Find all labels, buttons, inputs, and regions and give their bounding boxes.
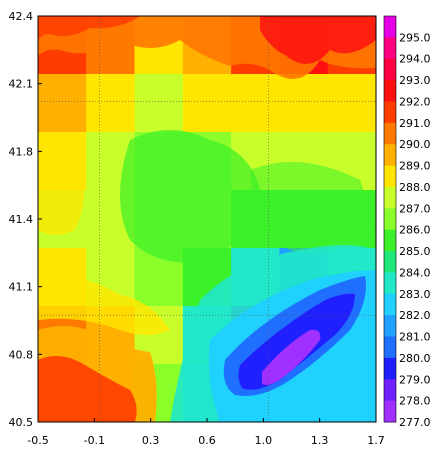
colorbar-swatch <box>384 336 396 359</box>
x-tick-label: -0.1 <box>84 434 105 447</box>
heatmap-cell <box>231 74 280 133</box>
y-tick-label: 40.5 <box>9 416 34 429</box>
colorbar-swatch <box>384 58 396 81</box>
y-tick-label: 42.4 <box>9 10 34 23</box>
heatmap-regions <box>38 16 376 422</box>
colorbar-label: 283.0 <box>399 288 431 301</box>
colorbar-swatch <box>384 251 396 273</box>
region-southwest-red <box>38 356 137 422</box>
colorbar-swatch <box>384 357 396 380</box>
colorbar-label: 282.0 <box>399 309 431 322</box>
y-tick-label: 41.1 <box>9 281 34 294</box>
colorbar-label: 279.0 <box>399 373 431 386</box>
colorbar-label: 288.0 <box>399 181 431 194</box>
colorbar-frame <box>383 15 397 423</box>
colorbar-label: 293.0 <box>399 74 431 87</box>
heatmap-cell <box>279 74 329 133</box>
colorbar-label: 280.0 <box>399 352 431 365</box>
gridlines <box>38 16 376 422</box>
heatmap-cell <box>134 74 184 133</box>
heatmap-cell <box>86 74 136 133</box>
colorbar-swatch <box>384 293 396 316</box>
colorbar-label: 277.0 <box>399 416 431 429</box>
colorbar-swatch <box>384 144 396 167</box>
colorbar-label: 294.0 <box>399 53 431 66</box>
heatmap-cell <box>38 74 87 133</box>
x-tick-label: -0.5 <box>27 434 48 447</box>
x-tick-label: 0.3 <box>142 434 160 447</box>
colorbar-swatch <box>384 80 396 102</box>
colorbar-swatch <box>384 379 396 402</box>
y-axis-ticks: 42.4 42.1 41.8 41.4 41.1 40.8 40.5 <box>9 10 42 429</box>
colorbar-label: 281.0 <box>399 331 431 344</box>
region-top-red <box>260 16 376 64</box>
x-tick-label: 1.3 <box>311 434 329 447</box>
colorbar-swatch <box>384 272 396 295</box>
region-right-green <box>250 162 376 253</box>
colorbar-swatch <box>384 37 396 60</box>
heatmap-cell <box>182 74 232 133</box>
x-tick-label: 1.7 <box>367 434 385 447</box>
colorbar-swatch <box>384 208 396 231</box>
colorbar-label: 287.0 <box>399 202 431 215</box>
y-tick-label: 41.4 <box>9 213 34 226</box>
region-west-yellow <box>38 156 84 235</box>
y-tick-label: 42.1 <box>9 78 34 91</box>
heatmap-cell <box>327 74 377 133</box>
colorbar-swatch <box>384 229 396 252</box>
colorbar-label: 289.0 <box>399 160 431 173</box>
colorbar-swatch <box>384 101 396 124</box>
colorbar-swatch <box>384 16 396 38</box>
colorbar-label: 284.0 <box>399 266 431 279</box>
colorbar-label: 285.0 <box>399 245 431 258</box>
colorbar-label: 290.0 <box>399 138 431 151</box>
x-axis-ticks: -0.5 -0.1 0.3 0.6 1.0 1.3 1.7 <box>27 418 385 447</box>
colorbar-label: 292.0 <box>399 95 431 108</box>
colorbar-swatch <box>384 186 396 209</box>
colorbar-swatch <box>384 122 396 145</box>
colorbar-label: 295.0 <box>399 31 431 44</box>
y-tick-label: 41.8 <box>9 145 34 158</box>
colorbar: 295.0 294.0 293.0 292.0 291.0 290.0 289.0 288.0… <box>383 15 431 429</box>
region-southwest-yellow <box>38 277 170 335</box>
region-southeast-violet <box>262 329 321 385</box>
x-tick-label: 1.0 <box>255 434 273 447</box>
region-center-green <box>120 130 260 263</box>
plot-area: -0.5 -0.1 0.3 0.6 1.0 1.3 1.7 42.4 42.1 41.8 41.4… <box>9 10 385 447</box>
colorbar-swatch <box>384 165 396 188</box>
colorbar-label: 278.0 <box>399 395 431 408</box>
colorbar-label: 286.0 <box>399 224 431 237</box>
y-tick-label: 40.8 <box>9 348 34 361</box>
colorbar-swatch <box>384 315 396 338</box>
region-topleft-red <box>38 16 140 40</box>
x-tick-label: 0.6 <box>198 434 216 447</box>
colorbar-swatch <box>384 400 396 423</box>
colorbar-label: 291.0 <box>399 117 431 130</box>
